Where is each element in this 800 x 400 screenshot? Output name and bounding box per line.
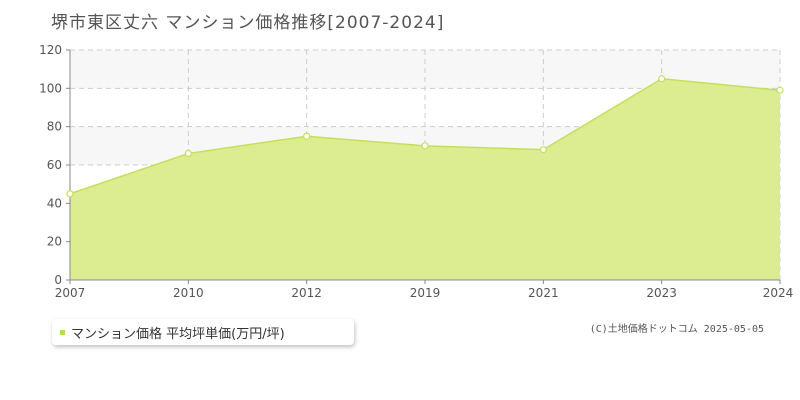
y-tick-label: 100: [39, 81, 62, 95]
data-markers: [66, 75, 784, 198]
x-tick-label: 2010: [173, 286, 204, 300]
data-point: [421, 142, 429, 150]
data-point: [776, 86, 784, 94]
legend: マンション価格 平均坪単価(万円/坪): [52, 319, 354, 345]
y-tick-label: 40: [47, 196, 62, 210]
data-point: [184, 149, 192, 158]
x-tick-label: 2024: [763, 286, 794, 300]
y-tick-label: 60: [47, 158, 62, 172]
data-point: [658, 75, 666, 83]
data-point: [66, 190, 74, 198]
legend-label: マンション価格 平均坪単価(万円/坪): [71, 326, 285, 342]
copyright-text: (C)土地価格ドットコム 2025-05-05: [589, 324, 764, 335]
x-tick-label: 2019: [410, 286, 441, 300]
x-tick-label: 2007: [55, 286, 86, 300]
axes: [66, 49, 781, 284]
y-tick-labels: 0 20 40 60 80 100 120: [39, 43, 62, 287]
data-point: [303, 132, 311, 140]
legend-swatch-icon: [60, 329, 65, 335]
y-tick-label: 0: [54, 273, 62, 287]
y-tick-label: 120: [39, 43, 62, 57]
y-tick-label: 20: [47, 235, 62, 249]
x-tick-label: 2021: [528, 286, 559, 300]
x-tick-label: 2012: [291, 286, 322, 300]
y-tick-label: 80: [47, 120, 62, 134]
data-point: [539, 146, 547, 154]
chart-title: 堺市東区丈六 マンション価格推移[2007-2024]: [51, 13, 445, 33]
x-tick-labels: 2007 2010 2012 2019 2021 2023 2024: [55, 286, 794, 300]
x-tick-label: 2023: [646, 286, 677, 300]
area-fill: [70, 78, 780, 280]
